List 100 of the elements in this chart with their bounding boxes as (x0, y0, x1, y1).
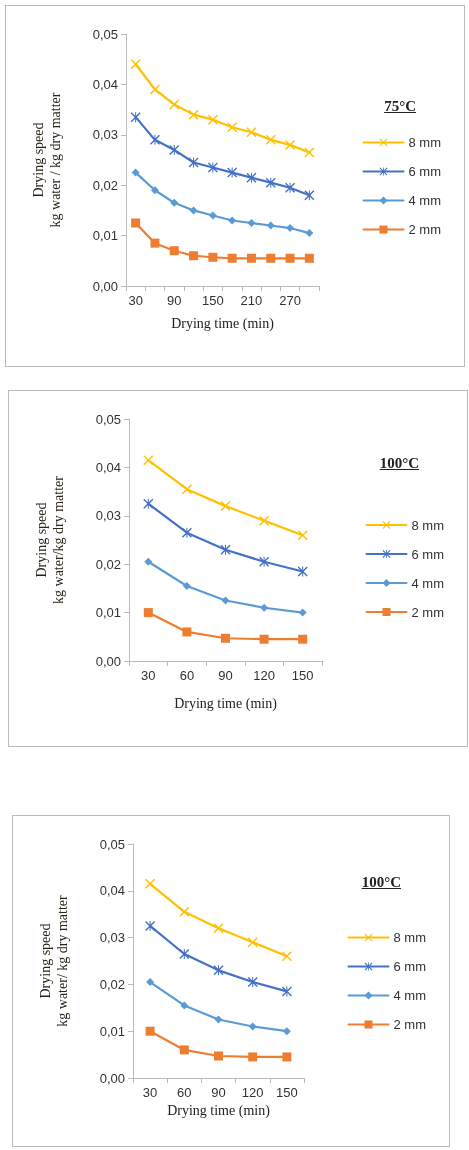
legend-label: 6 mm (393, 959, 426, 974)
y-tick-label: 0,00 (92, 278, 118, 294)
point (304, 147, 315, 158)
x-tick-label: 30 (142, 1085, 158, 1100)
point (182, 627, 192, 637)
point (208, 252, 218, 262)
point (188, 157, 199, 168)
point (266, 253, 276, 263)
x-tick-label: 60 (179, 668, 195, 683)
x-tick-label: 270 (279, 293, 301, 308)
point (145, 878, 156, 889)
point (213, 965, 224, 976)
point (305, 229, 314, 238)
point (131, 218, 141, 228)
point (143, 608, 153, 618)
point (285, 182, 296, 193)
point (143, 498, 154, 509)
point (304, 190, 315, 201)
point (189, 251, 199, 261)
point (143, 455, 154, 466)
point (169, 246, 179, 256)
x-axis-title: Drying time (min) (174, 695, 278, 712)
y-tick-label: 0,02 (92, 177, 118, 193)
x-tick-label: 120 (253, 668, 275, 683)
point (281, 951, 292, 962)
point (227, 167, 238, 178)
point (149, 84, 160, 95)
y-tick-label: 0,04 (92, 76, 118, 92)
x-axis-title: Drying time (min) (167, 1103, 271, 1120)
point (220, 544, 231, 555)
point (181, 527, 192, 538)
point (259, 634, 269, 644)
y-tick-label: 0,03 (99, 930, 125, 946)
point (221, 633, 230, 643)
point (149, 134, 160, 145)
point (247, 937, 258, 948)
y-tick-label: 0,03 (92, 127, 118, 143)
point (266, 221, 275, 230)
y-tick-label: 0,02 (99, 976, 125, 992)
legend-label: 4 mm (408, 193, 441, 208)
point (248, 1022, 257, 1031)
point (247, 219, 256, 227)
point (145, 1026, 155, 1036)
legend-label: 2 mm (393, 1017, 426, 1032)
point (228, 216, 237, 225)
y-tick-label: 0,04 (95, 459, 121, 475)
y-tick-label: 0,00 (95, 653, 121, 669)
point (265, 134, 276, 145)
point (298, 608, 307, 617)
x-tick-label: 60 (177, 1085, 192, 1100)
point (182, 581, 191, 590)
point (189, 206, 198, 215)
point (282, 1052, 292, 1062)
point (285, 253, 295, 263)
y-tick-label: 0,01 (99, 1023, 125, 1039)
point (146, 978, 155, 987)
point (259, 556, 270, 567)
point (207, 114, 218, 125)
point (207, 162, 218, 173)
x-tick-label: 120 (241, 1085, 264, 1100)
point (130, 112, 141, 123)
point (131, 168, 140, 177)
point (246, 253, 256, 263)
legend-label: 2 mm (411, 604, 444, 620)
x-tick-label: 90 (218, 668, 233, 683)
point (260, 603, 269, 612)
point (180, 1001, 189, 1010)
point (169, 99, 180, 110)
legend-label: 8 mm (411, 517, 444, 533)
point (246, 172, 257, 183)
point (179, 948, 190, 959)
point (286, 224, 295, 233)
y-tick-label: 0,03 (95, 508, 121, 524)
x-tick-label: 30 (128, 293, 143, 308)
legend-label: 2 mm (408, 222, 441, 237)
point (265, 177, 276, 188)
x-tick-label: 210 (240, 293, 263, 308)
text: 75°C (384, 98, 416, 115)
legend-label: 4 mm (411, 575, 444, 591)
x-tick-label: 150 (202, 293, 224, 308)
point (246, 127, 257, 138)
point (221, 596, 230, 605)
point (181, 484, 192, 495)
point (304, 253, 314, 263)
y-tick-label: 0,05 (92, 26, 118, 42)
point (285, 139, 296, 150)
point (281, 986, 292, 997)
y-tick-label: 0,02 (95, 556, 121, 572)
point (188, 109, 199, 120)
x-tick-label: 30 (141, 668, 156, 683)
x-tick-label: 90 (211, 1085, 226, 1100)
point (259, 515, 270, 526)
point (145, 920, 156, 931)
point (208, 211, 217, 220)
legend-label: 6 mm (408, 164, 441, 179)
point (247, 977, 258, 988)
point (150, 186, 159, 195)
point (214, 1051, 223, 1061)
point (297, 566, 308, 577)
point (227, 253, 237, 263)
